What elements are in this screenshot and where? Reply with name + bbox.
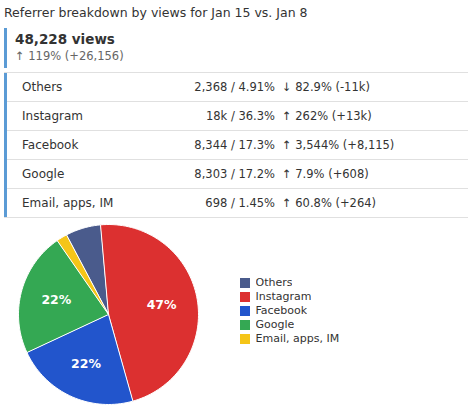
- svg-text:22%: 22%: [41, 292, 71, 307]
- html-text:Email, apps, IM: Email, apps, IM: [22, 196, 114, 210]
- html-text:Facebook: Facebook: [255, 304, 308, 318]
- html-text:Others: Others: [22, 80, 63, 94]
- html-text:↑ 60.8% (+264): ↑ 60.8% (+264): [282, 196, 376, 210]
- html-text:48,228 views: 48,228 views: [15, 31, 115, 47]
- html-text:Google: Google: [255, 318, 295, 332]
- html-text:Email, apps, IM: Email, apps, IM: [255, 332, 340, 346]
- html-text:8,303 / 17.2%: 8,303 / 17.2%: [194, 167, 275, 181]
- html-text:↑ 7.9% (+608): ↑ 7.9% (+608): [282, 167, 369, 181]
- html-text:Facebook: Facebook: [22, 138, 79, 152]
- html-text:698 / 1.45%: 698 / 1.45%: [205, 196, 275, 210]
- html-text:↑ 262% (+13k): ↑ 262% (+13k): [282, 109, 372, 123]
- html-text:8,344 / 17.3%: 8,344 / 17.3%: [194, 138, 275, 152]
- html-text:2,368 / 4.91%: 2,368 / 4.91%: [194, 80, 275, 94]
- svg-text:47%: 47%: [147, 297, 177, 312]
- html-text:Instagram: Instagram: [22, 109, 84, 123]
- html-text:↓ 82.9% (-11k): ↓ 82.9% (-11k): [282, 80, 370, 94]
- html-text:Google: Google: [22, 167, 65, 181]
- html-text:Instagram: Instagram: [255, 290, 312, 304]
- html-text:Others: Others: [255, 276, 293, 290]
- svg-text:22%: 22%: [71, 356, 101, 371]
- html-text:18k / 36.3%: 18k / 36.3%: [206, 109, 275, 123]
- html-text:↑ 119% (+26,156): ↑ 119% (+26,156): [15, 49, 124, 63]
- html-text:↑ 3,544% (+8,115): ↑ 3,544% (+8,115): [282, 138, 395, 152]
- html-text:Referrer breakdown by views fo: Referrer breakdown by views for Jan 15 v…: [4, 5, 308, 20]
